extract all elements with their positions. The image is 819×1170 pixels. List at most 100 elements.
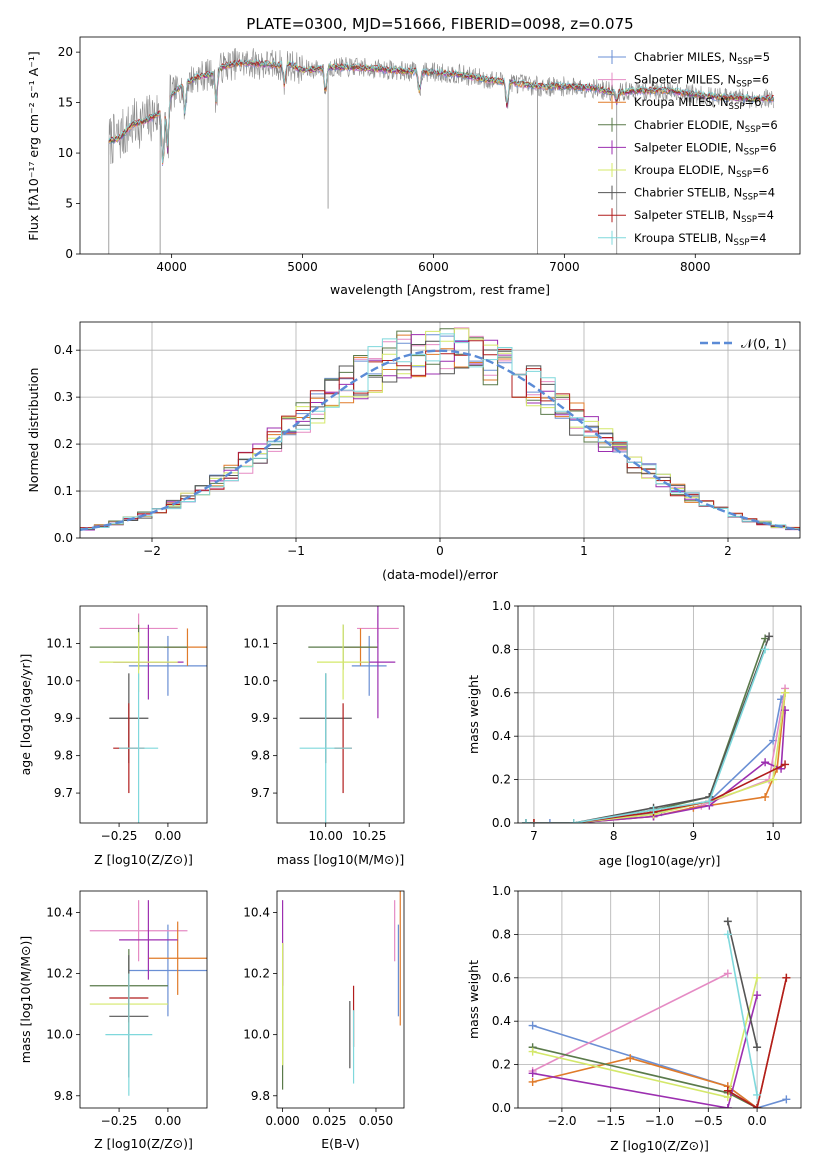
y-tick-label: 10.0 [46,1028,73,1042]
x-tick-label: 10.25 [352,829,386,843]
x-tick-label: −0.25 [101,829,138,843]
y-tick-label: 10.0 [243,1028,270,1042]
x-axis-label: Z [log10(Z/Z⊙)] [610,1138,709,1153]
x-tick-label: 9 [690,829,698,843]
y-tick-label: 20 [58,45,73,59]
y-tick-label: 10.1 [243,636,270,650]
y-axis-label: mass weight [466,960,481,1039]
x-tick-label: 0 [436,544,444,558]
y-tick-label: 0.2 [54,437,73,451]
x-tick-label: 8000 [680,260,711,274]
weight-point-marker [782,1095,791,1104]
plot-area [89,613,207,823]
axes-border [276,605,405,824]
weight-point-marker [753,1090,762,1099]
legend-entry: Salpeter ELODIE, NSSP=6 [634,140,777,157]
age-vs-mass-axes: 10.00 10.25 9.7 9.8 9.9 10.0 10.1 mass [log10(M… [243,605,405,867]
weight-point-marker [782,973,791,982]
weight-point-marker [761,758,770,767]
weight-point-marker [528,1077,537,1086]
weight-point-marker [765,632,774,641]
y-tick-label: 0.2 [492,1058,511,1072]
x-tick-label: 0.0 [748,1114,767,1128]
x-tick-label: 0.00 [155,829,182,843]
x-tick-label: 6000 [418,260,449,274]
plot-area [528,917,791,1108]
y-tick-label: 0.0 [492,816,511,830]
legend-entry: Chabrier ELODIE, NSSP=6 [634,118,778,135]
x-tick-label: −1.0 [645,1114,674,1128]
y-tick-label: 0.0 [492,1101,511,1115]
y-tick-label: 0.0 [54,531,73,545]
weight-series-line [532,994,758,1108]
axes-frame: −0.25 0.00 9.7 9.8 9.9 10.0 10.1 Z [log10(Z/Z⊙)… [18,605,208,867]
weight-series-line [727,921,758,1048]
x-axis-label: Z [log10(Z/Z⊙)] [94,852,193,867]
axes-border [79,36,801,255]
axes-frame: 4000 5000 6000 7000 8000 0 5 10 15 20 Chabrier MIL… [26,36,801,297]
x-tick-label: 1 [580,544,588,558]
y-axis-label: Normed distribution [26,368,41,493]
weight-point-marker [723,1104,732,1108]
y-tick-label: 10.4 [46,905,73,919]
x-tick-label: −0.25 [101,1114,138,1128]
legend-entry: Kroupa STELIB, NSSP=4 [634,231,766,248]
y-tick-label: 0.3 [54,390,73,404]
weight-point-marker [753,1104,762,1108]
normal-reference-curve [80,349,800,531]
weight-point-marker [769,775,778,784]
y-tick-label: 0.6 [492,686,511,700]
axes-frame: 10.00 10.25 9.7 9.8 9.9 10.0 10.1 mass [log10(M… [243,605,405,867]
weight-point-marker [761,792,770,801]
spectrum-axes: 4000 5000 6000 7000 8000 0 5 10 15 20 Chabrier MIL… [26,36,801,297]
x-tick-label: 0.000 [265,1114,299,1128]
y-tick-label: 0.2 [492,773,511,787]
y-tick-label: 9.8 [251,749,270,763]
y-tick-label: 5 [65,197,73,211]
model-spectrum-line [108,58,775,163]
weight-series-line [727,977,788,1108]
y-tick-label: 10.2 [46,967,73,981]
spectrum-legend: Chabrier MILES, NSSP=5 Salpeter MILES, NS… [598,50,778,248]
axes-frame: −2 −1 0 1 2 0.0 0.1 0.2 0.3 0.4 𝒩(0, 1) (data-model… [26,321,801,582]
weight-point-marker [521,819,530,823]
weight-point-marker [781,688,790,697]
x-tick-label: 0.050 [359,1114,393,1128]
plot-area [282,891,401,1090]
weight-point-marker [569,819,578,823]
weight-point-marker [753,1043,762,1052]
x-tick-label: −0.5 [694,1114,723,1128]
axes-border [79,890,208,1109]
x-tick-label: 10 [765,829,780,843]
axes-border [79,605,208,824]
plot-area [521,632,790,823]
y-tick-label: 0.4 [492,729,511,743]
x-tick-label: 7000 [549,260,580,274]
weight-point-marker [781,760,790,769]
x-tick-label: 0.00 [155,1114,182,1128]
age-vs-Z-axes: −0.25 0.00 9.7 9.8 9.9 10.0 10.1 Z [log10(Z/Z⊙)… [18,605,208,867]
weight-point-marker [761,645,770,654]
weight-point-marker [753,991,762,1000]
axes-frame: 0.000 0.025 0.050 9.8 10.0 10.2 10.4 E(B-V) [243,890,405,1151]
mass-vs-ebv-axes: 0.000 0.025 0.050 9.8 10.0 10.2 10.4 E(B-V) [243,890,405,1151]
x-axis-label: age [log10(age/yr)] [599,853,721,868]
weight-point-marker [705,797,714,806]
plot-area [299,606,399,823]
weight-point-marker [529,819,538,823]
y-tick-label: 0.4 [492,1014,511,1028]
x-tick-label: 7 [530,829,538,843]
x-axis-label: (data-model)/error [382,567,499,582]
y-tick-label: 9.9 [251,711,270,725]
legend-entry: Kroupa ELODIE, NSSP=6 [634,163,769,180]
y-tick-label: 10.4 [243,905,270,919]
mass-vs-Z-axes: −0.25 0.00 9.8 10.0 10.2 10.4 Z [log10(Z/Z⊙)] m… [18,890,208,1151]
axes-frame: 7 8 9 10 0.0 0.2 0.4 0.6 0.8 1.0 age [log10(age/yr… [466,599,802,868]
y-tick-label: 10.2 [243,967,270,981]
legend-entry: Chabrier MILES, NSSP=5 [634,50,770,67]
plot-area [89,900,207,1096]
weight-point-marker [723,1086,732,1095]
x-tick-label: 10.00 [309,829,343,843]
y-tick-label: 0.1 [54,484,73,498]
